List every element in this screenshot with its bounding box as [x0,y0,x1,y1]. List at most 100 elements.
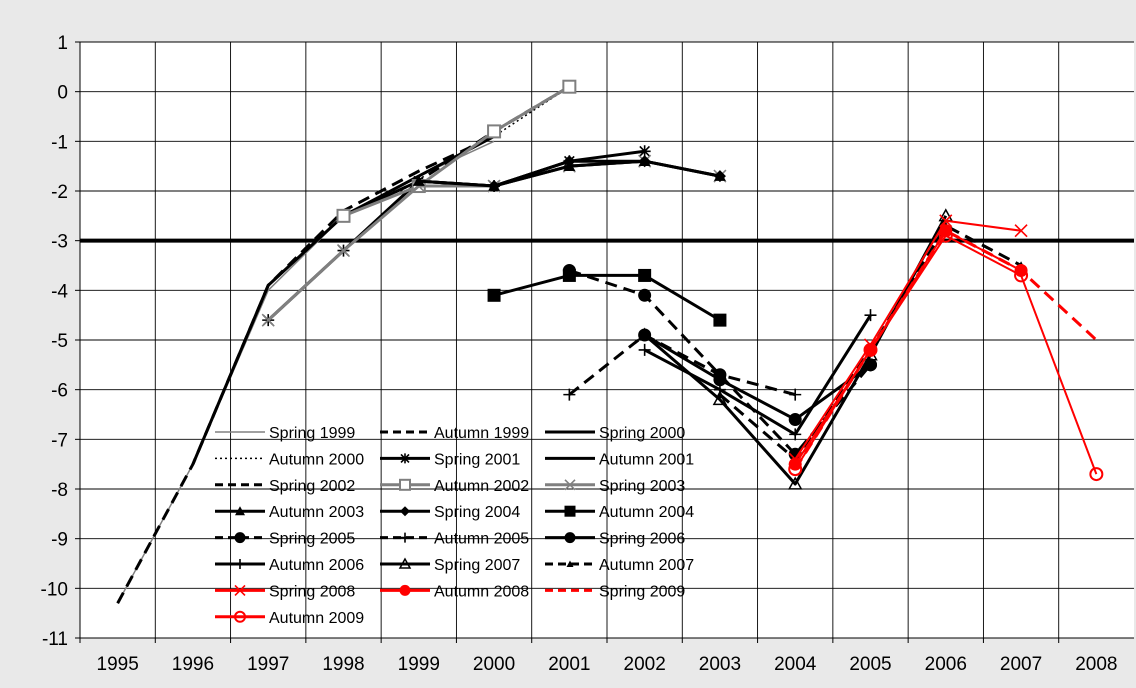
data-point [564,532,576,544]
data-point [487,288,501,302]
data-point [1014,268,1029,283]
legend: Spring 1999 Autumn 1999 Spring 2000 Autumn … [215,425,694,627]
data-point [788,412,802,426]
data-point [713,170,726,183]
x-tick-label: 2001 [548,654,590,675]
y-tick-label: -4 [51,281,68,302]
data-point [234,584,246,596]
series-spring-2004 [488,155,726,193]
legend-entry: Autumn 2005 [380,531,529,548]
series-autumn-2009 [788,228,1104,482]
legend-label: Autumn 2003 [269,504,364,521]
series-line [116,135,495,604]
legend-entry: Spring 1999 [215,425,355,442]
data-point [336,244,351,258]
data-point [562,263,576,277]
legend-label: Autumn 2007 [599,557,694,574]
data-point [789,388,802,401]
data-point [938,228,953,243]
legend-entry: Autumn 2001 [545,451,694,468]
x-tick-label: 2000 [473,654,515,675]
data-point [488,180,501,193]
data-point [562,79,577,94]
data-point [787,476,803,490]
y-tick-label: -9 [51,530,68,551]
legend-entry: Autumn 2000 [215,451,364,468]
y-tick-label: -3 [51,232,68,253]
legend-label: Autumn 2008 [434,583,529,600]
legend-label: Spring 2003 [599,478,685,495]
legend-entry: Autumn 2004 [545,504,694,521]
data-point [564,505,576,517]
series-autumn-2006 [638,309,877,441]
series-lines [116,79,1104,604]
x-tick-label: 2007 [1000,654,1042,675]
data-point [400,453,410,464]
legend-entry: Autumn 2008 [380,583,529,600]
data-point [400,532,410,543]
data-point [863,342,878,357]
legend-label: Autumn 2000 [269,451,364,468]
x-tick-label: 1996 [172,654,214,675]
y-tick-label: -7 [51,430,68,451]
legend-label: Spring 2002 [269,478,355,495]
legend-label: Autumn 2001 [599,451,694,468]
series-line [568,333,796,397]
data-point [1014,224,1028,238]
x-tick-label: 1995 [97,654,139,675]
data-point [563,388,576,401]
y-tick-label: -11 [42,629,68,650]
series-line [643,333,872,421]
y-tick-label: -5 [51,331,68,352]
series-line [493,159,721,188]
x-tick-label: 1997 [247,654,289,675]
data-point [400,506,410,517]
data-point [487,124,502,139]
legend-entry: Spring 2004 [380,504,520,521]
y-axis-tick-labels: 1 0 -1 -2 -3 -4 -5 -6 -7 -8 -9 -10 -11 [41,33,69,650]
data-point [713,313,727,327]
legend-label: Autumn 2004 [599,504,694,521]
y-tick-label: -2 [51,182,68,203]
data-point [638,268,652,282]
data-point [399,478,411,491]
series-line [794,234,1098,475]
data-point [788,462,803,477]
y-tick-label: -10 [41,579,68,600]
data-point [412,175,425,186]
legend-entry: Autumn 1999 [380,425,529,442]
y-tick-label: 0 [57,83,68,104]
data-point [638,288,652,302]
y-tick-label: 1 [57,33,68,54]
legend-entry: Autumn 2003 [215,504,364,521]
legend-label: Spring 2001 [434,451,520,468]
legend-entry: Autumn 2006 [215,557,364,574]
series-spring-2009 [793,229,1098,470]
data-point [235,506,245,516]
x-tick-label: 2004 [774,654,817,675]
data-point [398,557,412,569]
x-axis-tick-labels: 1995 1996 1997 1998 1999 2000 2001 2002 2003 2004… [97,654,1118,675]
data-point [637,327,652,341]
legend-entry: Spring 2003 [545,478,685,495]
data-point [638,155,651,168]
legend-entry: Spring 2002 [215,478,355,495]
legend-label: Autumn 2009 [269,610,364,627]
legend-entry: Autumn 2002 [380,478,529,495]
legend-label: Spring 2007 [434,557,520,574]
x-tick-label: 2002 [624,654,666,675]
data-point [336,208,351,223]
data-point [261,313,275,327]
y-tick-label: -8 [51,480,68,501]
legend-label: Spring 2006 [599,531,685,548]
x-tick-label: 2006 [925,654,967,675]
data-point [563,155,576,168]
legend-label: Spring 2004 [434,504,520,521]
data-point [399,584,411,596]
y-tick-label: -1 [51,132,68,153]
data-point [235,559,245,569]
legend-label: Spring 2005 [269,531,355,548]
legend-label: Autumn 2002 [434,478,529,495]
legend-entry: Spring 2000 [545,425,685,442]
legend-entry: Spring 2005 [215,531,355,548]
